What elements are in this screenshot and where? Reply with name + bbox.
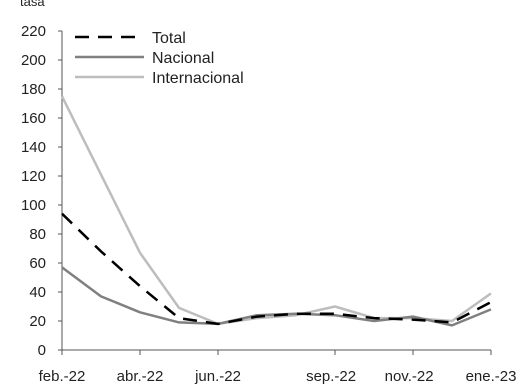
y-tick-label: 140 <box>21 139 46 156</box>
y-tick-label: 180 <box>21 81 46 98</box>
y-tick-label: 40 <box>29 284 46 301</box>
y-tick-label: 60 <box>29 255 46 272</box>
legend-label-nacional: Nacional <box>152 50 214 67</box>
legend-label-total: Total <box>152 30 186 47</box>
series-line-internacional <box>60 95 492 326</box>
y-tick-label: 80 <box>29 226 46 243</box>
y-tick-label: 0 <box>38 342 46 359</box>
series-line-total <box>61 212 492 326</box>
series-layer <box>60 95 492 327</box>
y-axis: 0 20 40 60 80 100 120 140 160 180 200 220 <box>21 23 63 359</box>
y-tick-label: 200 <box>21 52 46 69</box>
y-tick-label: 160 <box>21 110 46 127</box>
legend-label-internacional: Internacional <box>152 70 244 87</box>
y-tick-label: 220 <box>21 23 46 40</box>
x-tick-label: ene.-23 <box>466 368 517 385</box>
x-axis: feb.-22 abr.-22 jun.-22 sep.-22 nov.-22 ene.-… <box>39 349 517 385</box>
corner-text: tasa <box>20 0 45 9</box>
y-tick-label: 100 <box>21 197 46 214</box>
x-tick-label: sep.-22 <box>306 368 356 385</box>
legend: Total Nacional Internacional <box>75 30 244 87</box>
x-tick-label: abr.-22 <box>117 368 164 385</box>
y-tick-label: 120 <box>21 168 46 185</box>
x-tick-label: nov.-22 <box>385 368 434 385</box>
x-tick-label: jun.-22 <box>194 368 241 385</box>
y-tick-label: 20 <box>29 313 46 330</box>
x-tick-label: feb.-22 <box>39 368 86 385</box>
